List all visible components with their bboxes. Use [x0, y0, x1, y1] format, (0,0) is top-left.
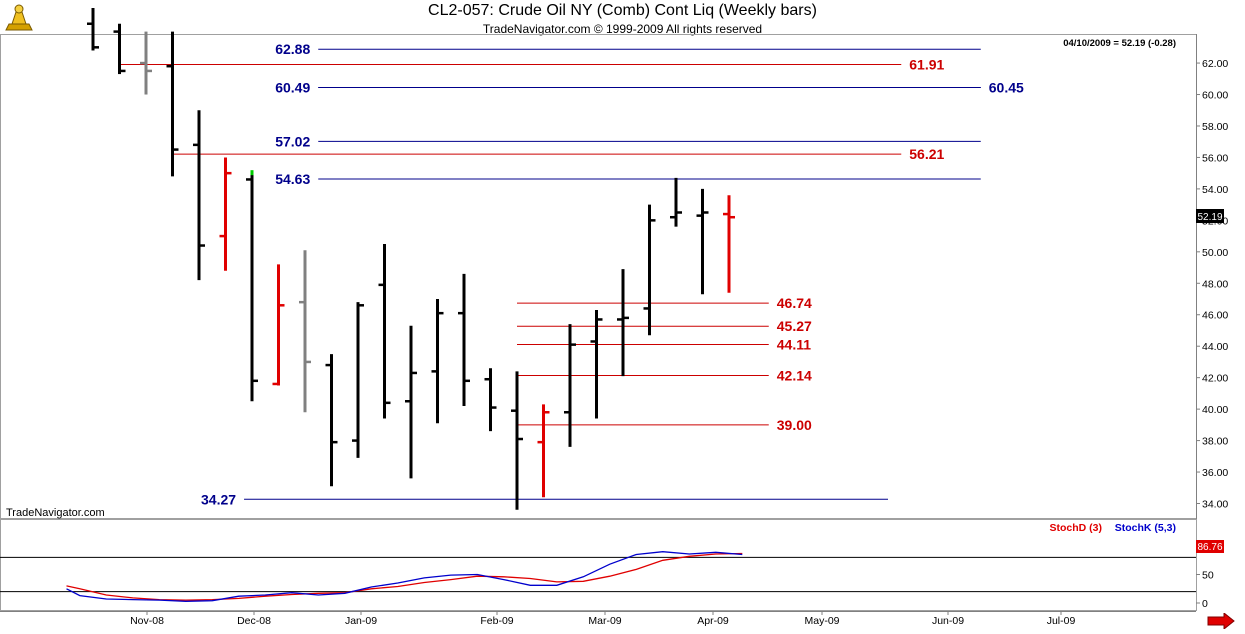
ohlc-bar-19 — [590, 310, 603, 419]
ohlc-bar-18 — [564, 324, 576, 447]
ohlc-bar-1 — [113, 23, 126, 75]
level-label-5: 56.21 — [909, 146, 944, 162]
ohlc-bar-11 — [378, 243, 391, 419]
y-tick-label-6: 46.00 — [1202, 310, 1228, 322]
price-axis: 34.00 36.00 38.00 40.00 42.00 44.00 46.00 48.00… — [1196, 58, 1228, 511]
last-price-value: 52.19 — [1197, 212, 1222, 223]
ohlc-bar-20 — [617, 269, 629, 377]
level-label-1: 61.91 — [909, 56, 944, 72]
level-label-2: 60.49 — [275, 79, 310, 95]
level-label-8: 45.27 — [777, 318, 812, 334]
stoch-line-1 — [66, 551, 743, 602]
y-tick-label-4: 42.00 — [1202, 373, 1228, 385]
stoch-line-0 — [66, 552, 743, 601]
scroll-right-arrow-icon[interactable] — [1206, 611, 1236, 631]
copyright-text: TradeNavigator.com © 1999-2009 All right… — [482, 22, 763, 36]
x-tick-label-6: May-09 — [804, 615, 839, 627]
last-price-tag: 52.19 — [1196, 209, 1224, 223]
level-label-3: 60.45 — [989, 79, 1024, 95]
x-tick-label-2: Jan-09 — [345, 615, 377, 627]
x-tick-label-7: Jun-09 — [932, 615, 964, 627]
level-label-12: 34.27 — [201, 491, 236, 507]
y-tick-label-10: 54.00 — [1202, 184, 1228, 196]
x-tick-label-3: Feb-09 — [480, 615, 513, 627]
y-tick-label-3: 40.00 — [1202, 404, 1228, 416]
ohlc-bar-21 — [643, 204, 656, 336]
ohlc-bar-7 — [272, 264, 285, 386]
y-tick-label-1: 36.00 — [1202, 467, 1228, 479]
ohlc-bar-3 — [166, 31, 179, 177]
ohlc-bar-9 — [325, 354, 338, 487]
ohlc-bar-22 — [670, 177, 682, 227]
y-tick-label-5: 44.00 — [1202, 341, 1228, 353]
level-label-10: 42.14 — [777, 367, 812, 383]
info-readout: 04/10/2009 = 52.19 (-0.28) — [1063, 38, 1176, 49]
time-axis: Nov-08 Dec-08 Jan-09 Feb-09 Mar-09 Apr-09 May-… — [130, 611, 1075, 627]
stoch-tick-label-1: 50 — [1202, 570, 1214, 582]
stoch-last-value: 86.76 — [1197, 542, 1222, 553]
stoch-panel-frame — [0, 519, 1197, 611]
ohlc-bar-12 — [405, 325, 417, 479]
ohlc-bar-14 — [458, 273, 470, 406]
level-label-0: 62.88 — [275, 41, 310, 57]
y-tick-label-0: 34.00 — [1202, 499, 1228, 511]
y-tick-label-2: 38.00 — [1202, 436, 1228, 448]
chart-title: CL2-057: Crude Oil NY (Comb) Cont Liq (W… — [428, 2, 817, 19]
y-tick-label-13: 60.00 — [1202, 90, 1228, 102]
ohlc-bar-16 — [511, 371, 523, 510]
ohlc-bar-24 — [723, 195, 735, 293]
ohlc-bar-8 — [299, 250, 311, 413]
ohlc-bar-0 — [87, 8, 99, 51]
level-label-7: 46.74 — [777, 295, 812, 311]
x-tick-label-4: Mar-09 — [588, 615, 621, 627]
ohlc-bar-15 — [484, 368, 497, 432]
ohlc-bar-17 — [537, 404, 550, 498]
level-label-11: 39.00 — [777, 417, 812, 433]
stoch-last-tag: 86.76 — [1196, 540, 1224, 553]
y-tick-label-14: 62.00 — [1202, 58, 1228, 70]
level-label-9: 44.11 — [777, 336, 811, 352]
y-tick-label-7: 48.00 — [1202, 278, 1228, 290]
watermark-text: TradeNavigator.com — [6, 507, 105, 519]
y-tick-label-11: 56.00 — [1202, 152, 1228, 164]
ohlc-bar-5 — [219, 157, 232, 271]
legend-stoch-k: StochK (5,3) — [1115, 522, 1176, 534]
stoch-tick-label-0: 0 — [1202, 598, 1208, 610]
ohlc-bar-10 — [352, 302, 364, 458]
y-tick-label-12: 58.00 — [1202, 121, 1228, 133]
high-marker — [250, 170, 254, 176]
level-label-4: 57.02 — [275, 133, 310, 149]
ohlc-bar-6 — [246, 173, 258, 402]
x-tick-label-5: Apr-09 — [697, 615, 729, 627]
ohlc-bar-2 — [140, 31, 152, 95]
ohlc-bar-23 — [696, 188, 709, 295]
ohlc-bars — [87, 8, 735, 510]
x-tick-label-1: Dec-08 — [237, 615, 271, 627]
stoch-legend: StochD (3) StochK (5,3) — [1050, 522, 1177, 534]
legend-stoch-d: StochD (3) — [1050, 522, 1103, 534]
stoch-series — [66, 551, 743, 602]
x-tick-label-8: Jul-09 — [1047, 615, 1076, 627]
ohlc-bar-13 — [431, 299, 444, 424]
level-label-6: 54.63 — [275, 171, 310, 187]
y-tick-label-8: 50.00 — [1202, 247, 1228, 259]
x-tick-label-0: Nov-08 — [130, 615, 164, 627]
trade-navigator-logo-icon — [2, 2, 36, 34]
price-panel-frame — [0, 34, 1197, 519]
level-lines: 62.88 61.91 60.49 60.45 57.02 56.21 54.63 46.74… — [119, 41, 1024, 507]
ohlc-bar-4 — [193, 110, 205, 281]
